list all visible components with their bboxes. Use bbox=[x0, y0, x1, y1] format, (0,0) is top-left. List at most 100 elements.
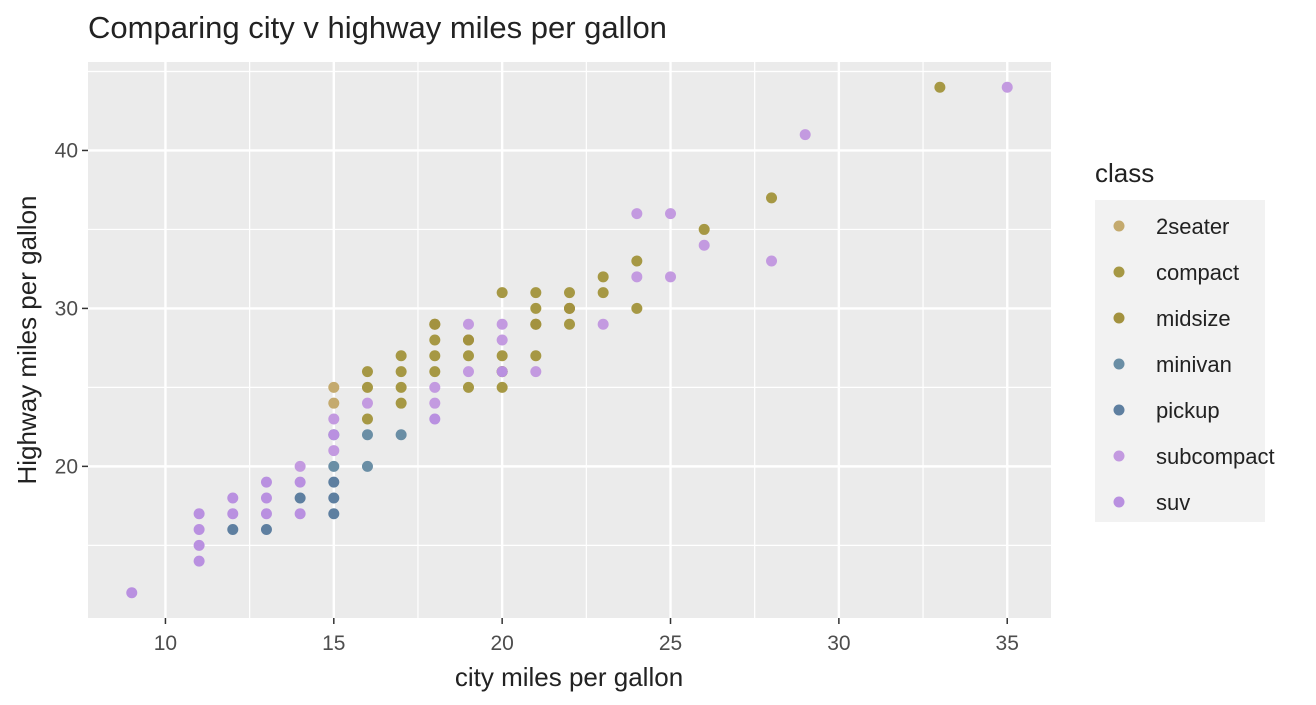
data-point-compact bbox=[597, 271, 609, 283]
data-point-compact bbox=[496, 381, 508, 393]
data-point-subcompact bbox=[597, 318, 609, 330]
data-point-compact bbox=[530, 302, 542, 314]
legend-key-minivan bbox=[1113, 358, 1125, 370]
data-point-subcompact bbox=[328, 445, 340, 457]
data-point-minivan bbox=[361, 429, 373, 441]
x-tick-label: 20 bbox=[490, 632, 513, 655]
y-tick-label: 30 bbox=[55, 297, 78, 320]
legend-label-minivan: minivan bbox=[1156, 352, 1232, 377]
data-point-compact bbox=[395, 397, 407, 409]
data-point-2seater bbox=[328, 381, 340, 393]
data-point-compact bbox=[361, 366, 373, 378]
data-point-minivan bbox=[361, 460, 373, 472]
x-tick-label: 15 bbox=[322, 632, 345, 655]
data-point-subcompact bbox=[766, 255, 778, 267]
data-point-compact bbox=[766, 192, 778, 204]
data-point-compact bbox=[496, 350, 508, 362]
data-point-compact bbox=[564, 287, 575, 299]
x-axis-ticks: 10 15 20 25 30 35 bbox=[154, 618, 1019, 655]
data-points bbox=[126, 81, 1013, 599]
data-point-subcompact bbox=[665, 271, 677, 283]
y-tick-label: 20 bbox=[55, 455, 78, 478]
grid-major bbox=[88, 62, 1051, 618]
y-axis-title: Highway miles per gallon bbox=[12, 195, 42, 484]
data-point-2seater bbox=[328, 397, 340, 409]
data-point-compact bbox=[631, 302, 643, 314]
legend-label-2seater: 2seater bbox=[1156, 214, 1229, 239]
data-point-pickup bbox=[328, 508, 340, 520]
data-point-minivan bbox=[328, 460, 340, 472]
data-point-pickup bbox=[328, 476, 340, 488]
legend-label-midsize: midsize bbox=[1156, 306, 1231, 331]
data-point-suv bbox=[227, 508, 239, 520]
data-point-midsize bbox=[429, 318, 441, 330]
data-point-compact bbox=[631, 255, 643, 267]
data-point-suv bbox=[496, 366, 508, 378]
data-point-compact bbox=[564, 318, 575, 330]
data-point-suv bbox=[294, 476, 306, 488]
chart-title: Comparing city v highway miles per gallo… bbox=[88, 10, 667, 45]
data-point-midsize bbox=[462, 334, 474, 346]
data-point-compact bbox=[462, 350, 474, 362]
data-point-subcompact bbox=[361, 397, 373, 409]
data-point-suv bbox=[126, 587, 138, 599]
legend-key-suv bbox=[1113, 496, 1125, 508]
data-point-subcompact bbox=[631, 208, 643, 220]
legend-key-subcompact bbox=[1113, 450, 1125, 462]
legend-key-compact bbox=[1113, 266, 1125, 278]
data-point-pickup bbox=[294, 492, 306, 504]
data-point-suv bbox=[227, 492, 239, 504]
data-point-subcompact bbox=[294, 460, 306, 472]
data-point-compact bbox=[530, 287, 542, 299]
plot-panel bbox=[88, 62, 1051, 618]
legend-label-pickup: pickup bbox=[1156, 398, 1220, 423]
legend: 2seater compact midsize minivan pickup subcom… bbox=[1113, 214, 1275, 515]
data-point-subcompact bbox=[429, 381, 441, 393]
data-point-compact bbox=[934, 81, 946, 93]
data-point-suv bbox=[260, 508, 272, 520]
x-tick-label: 25 bbox=[659, 632, 682, 655]
data-point-subcompact bbox=[429, 397, 441, 409]
data-point-compact bbox=[395, 381, 407, 393]
data-point-compact bbox=[597, 287, 609, 299]
x-axis-title: city miles per gallon bbox=[455, 662, 683, 692]
legend-key-pickup bbox=[1113, 404, 1125, 416]
data-point-suv bbox=[193, 539, 205, 551]
data-point-pickup bbox=[227, 524, 239, 536]
grid-minor bbox=[88, 62, 1051, 618]
data-point-compact bbox=[361, 413, 373, 425]
data-point-subcompact bbox=[496, 318, 508, 330]
legend-label-suv: suv bbox=[1156, 490, 1190, 515]
x-tick-label: 30 bbox=[827, 632, 850, 655]
data-point-subcompact bbox=[496, 334, 508, 346]
data-point-compact bbox=[530, 350, 542, 362]
data-point-suv bbox=[429, 413, 441, 425]
data-point-minivan bbox=[395, 429, 407, 441]
data-point-pickup bbox=[328, 492, 340, 504]
data-point-subcompact bbox=[799, 129, 811, 141]
legend-label-compact: compact bbox=[1156, 260, 1239, 285]
x-tick-label: 10 bbox=[154, 632, 177, 655]
data-point-compact bbox=[395, 366, 407, 378]
data-point-compact bbox=[462, 381, 474, 393]
legend-label-subcompact: subcompact bbox=[1156, 444, 1275, 469]
data-point-suv bbox=[260, 476, 272, 488]
data-point-suv bbox=[193, 524, 205, 536]
y-tick-label: 40 bbox=[55, 139, 78, 162]
legend-key-midsize bbox=[1113, 312, 1125, 324]
data-point-subcompact bbox=[462, 318, 474, 330]
data-point-midsize bbox=[564, 302, 575, 314]
data-point-compact bbox=[395, 350, 407, 362]
data-point-subcompact bbox=[698, 239, 710, 251]
data-point-subcompact bbox=[530, 366, 542, 378]
data-point-subcompact bbox=[1001, 81, 1013, 93]
data-point-suv bbox=[260, 492, 272, 504]
legend-title: class bbox=[1095, 158, 1154, 188]
data-point-subcompact bbox=[328, 413, 340, 425]
y-axis-ticks: 20 30 40 bbox=[55, 139, 88, 478]
data-point-suv bbox=[193, 555, 205, 567]
data-point-compact bbox=[429, 366, 441, 378]
x-tick-label: 35 bbox=[996, 632, 1019, 655]
data-point-subcompact bbox=[462, 366, 474, 378]
